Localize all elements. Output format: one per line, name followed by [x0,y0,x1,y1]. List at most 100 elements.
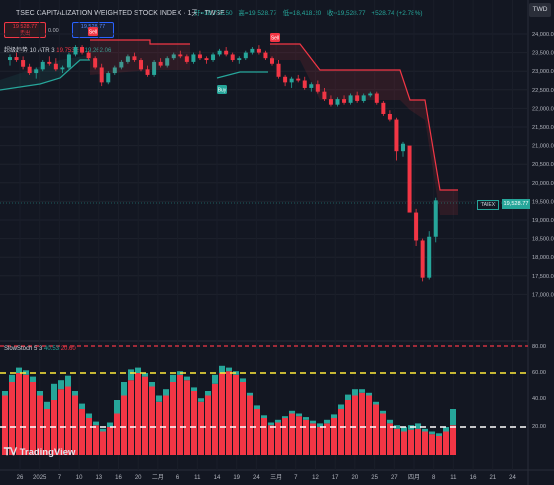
stoch-bar-d [128,380,134,455]
stoch-bar-d [142,376,148,455]
time-axis-label: 25 [371,475,378,481]
stoch-bar-d [450,425,456,455]
time-axis-label: 24 [253,475,260,481]
candle-body [420,240,425,278]
time-axis-label: 12 [312,475,319,481]
stoch-bar-k [345,394,351,400]
candle-body [132,56,137,61]
candle-body [414,212,419,241]
candle-body [263,52,268,59]
price-axis-label: 24,000.00 [532,32,554,38]
stoch-bar-d [72,395,78,455]
stoch-bar-d [380,413,386,455]
stoch-legend[interactable]: SlowStoch 5 3 40.53 20.60 [4,346,76,352]
svg-text:Buy: Buy [218,88,227,94]
supertrend-up-line [0,59,90,91]
candle-body [335,99,340,105]
candle-body [283,76,288,83]
stoch-bar-d [135,373,141,455]
stoch-bar-d [191,391,197,455]
candle-body [302,80,307,88]
stoch-name: SlowStoch 5 3 [4,346,43,352]
stoch-bar-k [240,378,246,382]
currency-button[interactable]: TWD [529,3,551,17]
symbol-title[interactable]: TSEC CAPITALIZATION WEIGHTED STOCK INDEX… [16,10,225,17]
candle-body [348,95,353,103]
candle-body [217,50,222,55]
stoch-bar-d [303,419,309,455]
stoch-bar-k [184,376,190,381]
stoch-bar-d [44,409,50,455]
stoch-bar-d [79,409,85,455]
candlesticks [8,45,438,282]
stoch-bar-k [359,389,365,393]
candle-body [407,145,412,213]
stoch-bar-d [184,380,190,455]
stoch-bar-k [450,409,456,426]
price-axis-label: 19,500.00 [532,199,554,205]
stoch-k: 40.53 [44,346,60,352]
price-axis-label: 17,500.00 [532,274,554,280]
candle-body [197,54,202,59]
buy-signal: Buy [217,85,227,94]
stoch-bar-k [275,419,281,423]
stoch-bar-d [338,409,344,455]
candle-body [158,61,163,66]
ohlc-low: 低=18,418.20 [282,10,322,17]
tradingview-logo[interactable]: ꓔᐯ TradingView [4,447,75,458]
stoch-bar-d [289,413,295,455]
stoch-bar-k [394,425,400,429]
supertrend-legend[interactable]: 超级趋势 10 ATR 3 19,753.80 19,262.06 [4,45,111,54]
candle-body [276,63,281,77]
price-axis-label: 17,000.00 [532,292,554,298]
stoch-bar-k [303,417,309,420]
candle-body [296,78,301,81]
ohlc-close: 收=19,528.77 [327,10,366,17]
time-axis[interactable]: 26 2025 7 10 13 16 20 二月 6 11 14 19 24 三月 7 12 17 20 25 27 四… [17,474,517,481]
price-axis[interactable]: 24,000.00 23,500.00 23,000.00 22,500.00 22,0… [532,32,554,430]
candle-body [355,95,360,101]
time-axis-label: 19 [233,475,240,481]
candle-body [14,57,19,61]
stoch-bar-k [317,423,323,427]
candle-body [66,54,71,68]
stoch-bar-k [170,374,176,382]
candle-body [8,57,12,61]
stoch-bar-k [156,395,162,402]
stoch-bar-k [58,380,64,390]
stoch-bar-k [121,382,127,396]
ohlc-readout: 开=18,772.50 高=19,528.77 低=18,418.20 收=19… [194,8,427,17]
stoch-bar-d [212,383,218,455]
time-axis-label: 二月 [152,474,164,481]
spread-value: 0.00 [48,28,59,34]
stoch-bar-k [51,383,57,400]
candle-body [243,52,248,59]
stoch-bar-k [100,428,106,432]
time-axis-label: 8 [432,475,436,481]
stoch-bar-k [44,401,50,409]
candle-body [165,58,170,66]
price-axis-label: 23,500.00 [532,51,554,57]
candle-body [80,47,85,53]
svg-text:Sell: Sell [89,30,97,36]
price-axis-label: 19,000.00 [532,218,554,224]
candle-body [34,69,39,74]
last-price-tag: 19,528.77 [502,199,530,209]
price-axis-label: 23,000.00 [532,69,554,75]
stoch-bar-d [422,431,428,455]
price-axis-label: 22,000.00 [532,106,554,112]
candle-body [387,113,392,120]
stoch-bar-k [401,427,407,432]
candle-body [21,60,26,67]
grid-lines [0,33,528,295]
time-axis-label: 13 [95,475,102,481]
candle-body [60,67,65,70]
price-axis-label: 18,500.00 [532,237,554,243]
candle-body [152,61,157,75]
stoch-bar-k [296,413,302,417]
stoch-bar-d [198,401,204,455]
sell-price: 19,528.77 [12,24,38,30]
supertrend-value2: 19,262.06 [85,48,112,54]
stoch-bar-k [429,431,435,435]
